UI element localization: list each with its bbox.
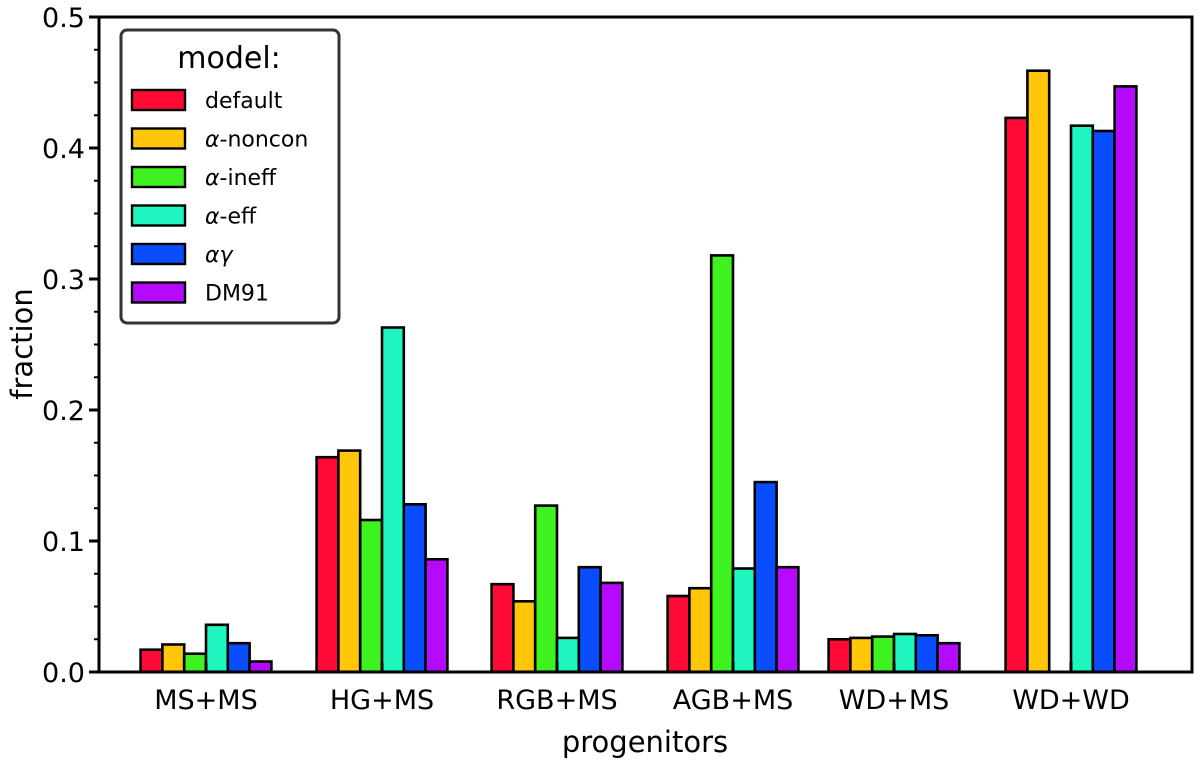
y-tick-label: 0.1 <box>42 527 85 558</box>
legend-swatch <box>130 165 187 189</box>
bar-rgb-ms-3 <box>555 636 581 674</box>
bar-hg-ms-3 <box>380 326 406 674</box>
bar-ms-ms-1 <box>161 643 186 674</box>
bar-hg-ms-5 <box>424 557 449 674</box>
bar-hg-ms-0 <box>315 455 340 674</box>
legend-swatch <box>130 281 187 304</box>
bar-agb-ms-4 <box>753 480 778 674</box>
bar-wd-wd-4 <box>1091 129 1116 674</box>
bar-wd-wd-0 <box>1004 116 1029 674</box>
y-tick-label: 0.5 <box>42 3 85 34</box>
bar-agb-ms-1 <box>688 586 713 674</box>
bar-rgb-ms-5 <box>599 581 624 674</box>
bar-rgb-ms-2 <box>533 504 559 674</box>
bar-agb-ms-0 <box>666 594 691 674</box>
legend-swatch <box>130 204 187 227</box>
legend-label: αγ <box>205 243 234 268</box>
legend-swatch <box>130 127 187 150</box>
bar-wd-ms-0 <box>827 637 852 674</box>
x-axis-label: progenitors <box>562 725 728 759</box>
bar-ms-ms-4 <box>226 641 251 674</box>
x-tick-label: WD+WD <box>1012 685 1130 716</box>
bar-wd-ms-5 <box>936 641 961 674</box>
legend-label: α-noncon <box>205 128 308 153</box>
y-tick-label: 0.0 <box>42 658 85 689</box>
y-tick-label: 0.4 <box>42 134 85 165</box>
bars-group <box>139 69 1138 674</box>
x-tick-label: MS+MS <box>154 685 258 716</box>
legend-swatch <box>130 88 187 112</box>
x-tick-label: AGB+MS <box>673 685 794 716</box>
bar-rgb-ms-4 <box>577 565 602 674</box>
y-axis-label: fraction <box>5 288 39 399</box>
y-tick-label: 0.2 <box>42 396 85 427</box>
bar-wd-ms-1 <box>849 636 874 674</box>
legend-label: α-eff <box>205 205 257 230</box>
bar-wd-wd-1 <box>1026 69 1051 674</box>
legend-label: DM91 <box>205 282 269 307</box>
x-tick-label: WD+MS <box>839 685 950 716</box>
x-tick-label: RGB+MS <box>496 685 617 716</box>
bar-ms-ms-5 <box>248 660 273 674</box>
bar-wd-wd-3 <box>1069 124 1095 674</box>
legend: model: default α-noncon α-ineff α-eff αγ DM91 <box>119 28 341 325</box>
bar-agb-ms-2 <box>709 254 735 674</box>
bar-ms-ms-3 <box>204 623 230 674</box>
bar-agb-ms-5 <box>775 565 800 674</box>
bar-wd-wd-5 <box>1113 85 1138 674</box>
legend-swatch <box>130 242 187 266</box>
x-tick-label: HG+MS <box>330 685 434 716</box>
bar-hg-ms-1 <box>337 449 362 674</box>
bar-ms-ms-2 <box>182 652 208 674</box>
bar-wd-ms-2 <box>870 635 896 674</box>
bar-rgb-ms-1 <box>512 599 537 674</box>
bar-hg-ms-2 <box>358 518 384 674</box>
y-tick-label: 0.3 <box>42 265 85 296</box>
legend-title: model: <box>177 41 281 76</box>
bar-agb-ms-3 <box>731 567 757 674</box>
bar-wd-ms-3 <box>892 632 918 674</box>
bar-wd-ms-4 <box>914 633 939 674</box>
bar-hg-ms-4 <box>402 502 427 674</box>
legend-label: α-ineff <box>205 166 277 191</box>
bar-ms-ms-0 <box>139 648 164 674</box>
plot-frame <box>97 15 1194 674</box>
legend-label: default <box>205 89 283 114</box>
bar-rgb-ms-0 <box>490 582 515 674</box>
